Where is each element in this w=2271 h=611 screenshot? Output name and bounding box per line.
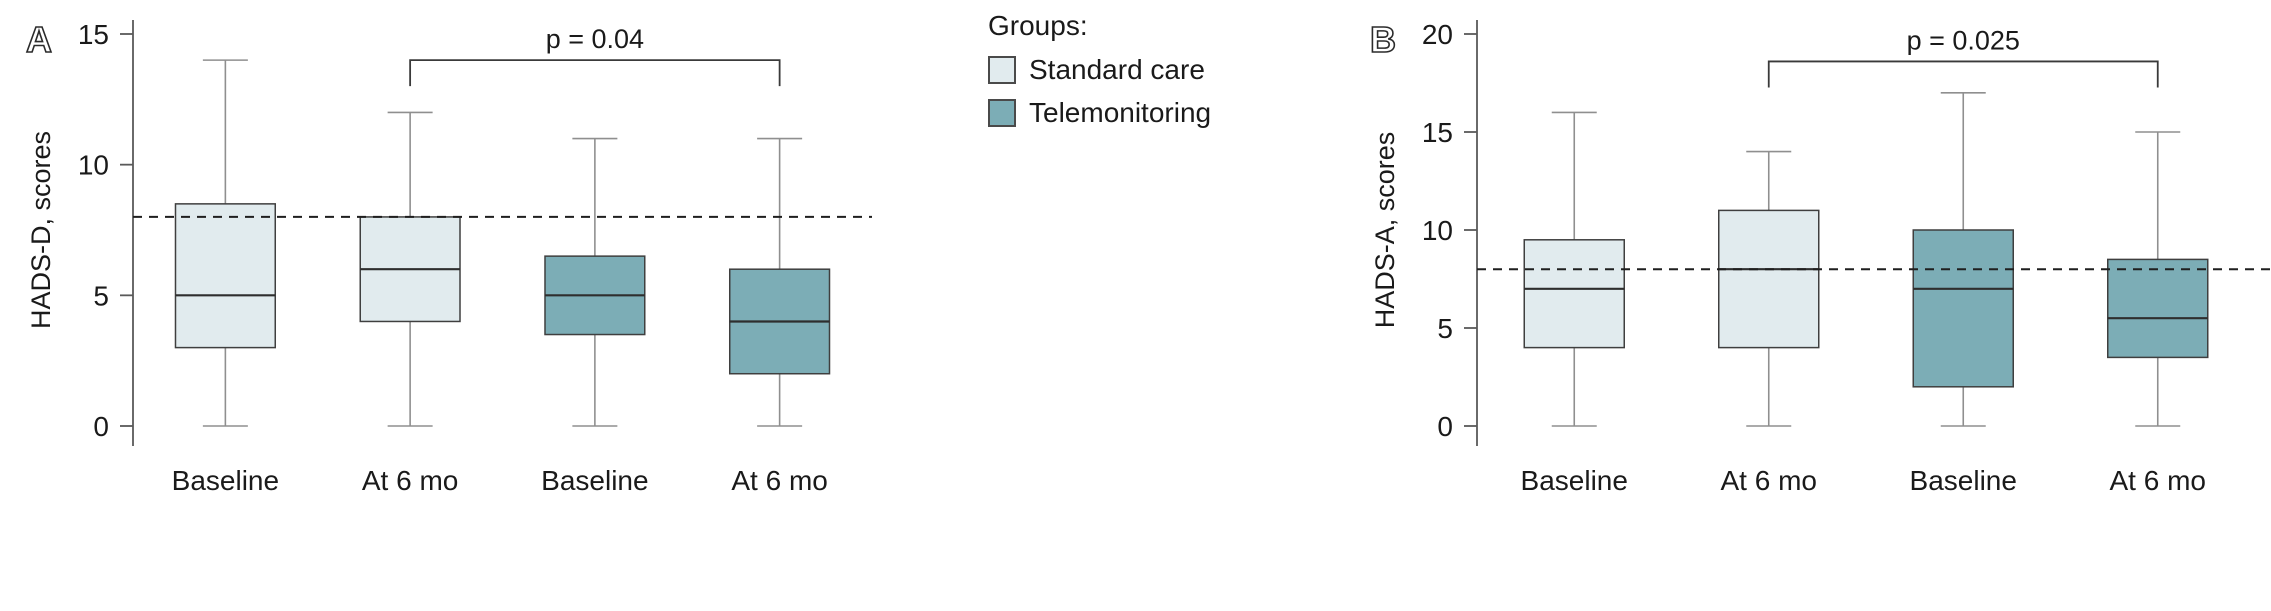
box (1523, 239, 1625, 349)
panel-label: A (26, 19, 52, 60)
x-category-label: Baseline (1910, 465, 2017, 496)
p-value-label: p = 0.025 (1907, 25, 2020, 55)
p-value-label: p = 0.04 (546, 24, 644, 54)
x-category-label: At 6 mo (362, 465, 458, 496)
box (2107, 258, 2209, 359)
y-tick-label: 20 (1422, 19, 1453, 50)
y-axis-title: HADS-D, scores (26, 131, 56, 329)
panel-label: B (1370, 19, 1396, 60)
y-tick-label: 15 (78, 19, 109, 50)
box (1718, 209, 1820, 349)
significance-bracket (1767, 60, 2159, 88)
y-tick-label: 0 (93, 411, 109, 442)
box (1912, 229, 2014, 388)
x-category-label: Baseline (1521, 465, 1628, 496)
legend: Groups: Standard care Telemonitoring (988, 10, 1211, 140)
x-category-label: At 6 mo (731, 465, 827, 496)
x-category-label: At 6 mo (1721, 465, 1817, 496)
y-tick-label: 10 (78, 150, 109, 181)
x-category-label: Baseline (172, 465, 279, 496)
panel-b-chart: B HADS-A, scores 0 5 10 15 20 Baseline At 6 mo Ba… (1369, 18, 2271, 496)
legend-title: Groups: (988, 10, 1088, 41)
legend-item-label: Standard care (1029, 54, 1205, 85)
significance-bracket (409, 59, 781, 87)
legend-item-telemonitoring: Telemonitoring (988, 97, 1211, 129)
standard-care-swatch (988, 56, 1016, 84)
y-axis-title: HADS-A, scores (1370, 132, 1400, 329)
y-tick-label: 5 (1437, 313, 1453, 344)
panel-a-chart: A HADS-D, scores 0 5 10 15 Baseline At 6 mo Base… (25, 18, 872, 496)
legend-item-standard-care: Standard care (988, 54, 1211, 86)
y-tick-label: 10 (1422, 215, 1453, 246)
telemonitoring-swatch (988, 99, 1016, 127)
y-tick-label: 5 (93, 280, 109, 311)
y-tick-label: 0 (1437, 411, 1453, 442)
box (174, 203, 277, 349)
x-category-label: Baseline (541, 465, 648, 496)
legend-item-label: Telemonitoring (1029, 97, 1212, 128)
x-category-label: At 6 mo (2110, 465, 2206, 496)
y-tick-label: 15 (1422, 117, 1453, 148)
